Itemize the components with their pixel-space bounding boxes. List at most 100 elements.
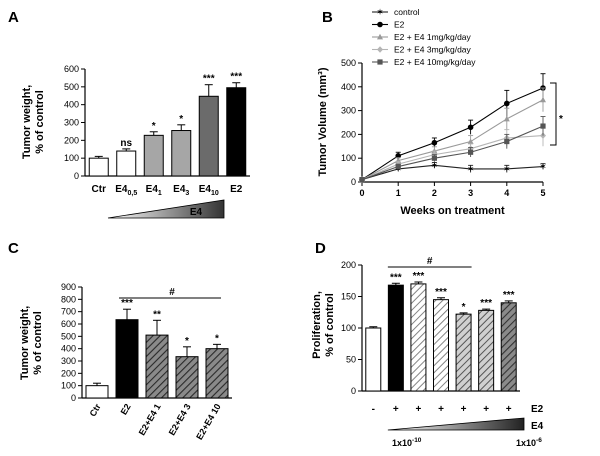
- c-y-tick-label: 600: [61, 319, 76, 329]
- b-data-point: [504, 138, 510, 145]
- b-data-point: ✶: [503, 164, 511, 174]
- d-significance-label: ***: [390, 272, 402, 283]
- a-bar: [88, 157, 109, 177]
- a-significance-label: ns: [120, 138, 132, 149]
- c-y-tick-label: 400: [61, 344, 76, 354]
- d-e2-row-sign: +: [416, 404, 422, 415]
- b-x-tick-label: 1: [396, 188, 401, 198]
- d-significance-label: ***: [503, 290, 515, 301]
- c-significance-label: *: [185, 336, 189, 347]
- b-data-point: [504, 100, 510, 107]
- d-bracket-label: #: [427, 256, 433, 267]
- c-category-label: E2+E4 1: [137, 402, 163, 437]
- d-bar: [455, 313, 472, 392]
- c-bar: [145, 334, 169, 399]
- b-data-point: ✶: [431, 160, 439, 170]
- a-bar: [171, 130, 192, 177]
- d-significance-label: *: [462, 302, 466, 313]
- c-y-tick-label: 800: [61, 294, 76, 304]
- c-y-tick-label: 700: [61, 307, 76, 317]
- a-bar: [226, 87, 247, 177]
- d-e2-row-sign: +: [438, 404, 444, 415]
- b-legend-marker: [377, 21, 383, 28]
- b-legend-marker: [377, 46, 383, 53]
- b-significance-bracket: [550, 82, 557, 146]
- a-y-tick-label: 200: [64, 135, 79, 145]
- b-y-tick-label: 300: [341, 106, 356, 116]
- d-e2-row-sign: +: [461, 404, 467, 415]
- d-y-tick-label: 150: [341, 292, 356, 302]
- b-data-point: [395, 153, 402, 159]
- d-e4-min-label: 1x10-10: [392, 437, 422, 448]
- c-y-tick-label: 900: [61, 282, 76, 292]
- b-legend-marker: ✶: [376, 7, 384, 17]
- b-series-line: [361, 125, 544, 181]
- c-bar: [175, 356, 199, 399]
- d-significance-label: ***: [413, 271, 425, 282]
- chart-panel-a: Tumor weight,% of control 0 100 200 300 400 50…: [21, 64, 250, 219]
- d-e2-row-sign: +: [393, 404, 399, 415]
- c-bar: [115, 319, 139, 399]
- chart-panel-b: Tumor Volume (mm³) 0 100 200 300 400 500 0 1 2 3 4 5…: [317, 7, 563, 217]
- d-bar: [410, 283, 427, 392]
- d-bar: [433, 299, 449, 392]
- a-category-label: E410: [199, 184, 219, 197]
- b-data-point: ✶: [467, 164, 475, 174]
- b-legend-marker: [377, 33, 383, 40]
- b-x-axis-label: Weeks on treatment: [400, 205, 505, 217]
- b-legend-label: control: [394, 7, 420, 17]
- b-series-line: [361, 87, 544, 181]
- b-data-point: [540, 96, 546, 103]
- c-category-label: E2: [119, 402, 133, 417]
- a-y-tick-label: 100: [64, 153, 79, 163]
- d-significance-label: ***: [480, 298, 492, 309]
- d-y-axis-label: Proliferation,% of control: [311, 291, 336, 359]
- c-significance-label: *: [215, 333, 219, 344]
- d-e2-row-sign: +: [506, 404, 512, 415]
- a-category-label: E40,5: [115, 184, 137, 197]
- b-y-tick-label: 200: [341, 129, 356, 139]
- a-gradient-label: E4: [190, 207, 203, 218]
- c-significance-label: **: [153, 309, 161, 320]
- b-data-point: ✶: [539, 162, 547, 172]
- d-e4-row-label: E4: [531, 421, 544, 432]
- c-category-label: E2+E4 10: [194, 402, 223, 441]
- a-y-axis-label: Tumor weight,% of control: [21, 85, 46, 159]
- d-y-tick-label: 100: [341, 323, 356, 333]
- b-legend-label: E2 + E4 3mg/kg/day: [394, 45, 472, 55]
- c-category-label: Ctr: [88, 402, 103, 419]
- b-legend-marker: [377, 59, 383, 65]
- d-y-tick-label: 200: [341, 260, 356, 270]
- b-y-tick-label: 500: [341, 58, 356, 68]
- a-category-label: E2: [230, 184, 243, 195]
- d-bar: [387, 284, 404, 392]
- b-data-point: [467, 124, 474, 131]
- d-e2-row-label: E2: [531, 404, 544, 415]
- panel-label-c: C: [8, 240, 19, 257]
- a-y-tick-label: 500: [64, 82, 79, 92]
- chart-panel-c: Tumor weight,% of control 0 100 200 300 400 50…: [19, 282, 232, 441]
- d-e4-max-label: 1x10-6: [516, 437, 542, 448]
- b-data-point: [468, 149, 474, 155]
- a-category-label: E41: [146, 184, 162, 197]
- c-bracket-label: #: [169, 287, 175, 298]
- a-significance-label: *: [179, 114, 183, 125]
- a-category-label: Ctr: [92, 184, 107, 195]
- a-significance-label: ***: [230, 72, 242, 83]
- b-significance-label: *: [559, 114, 563, 125]
- c-y-tick-label: 0: [71, 393, 76, 403]
- d-bar: [478, 309, 495, 392]
- d-bar: [365, 327, 382, 392]
- a-significance-label: ***: [203, 74, 215, 85]
- b-data-point: [431, 155, 437, 161]
- panel-label-d: D: [315, 240, 326, 257]
- b-data-point: [540, 123, 546, 129]
- b-x-tick-label: 2: [432, 188, 437, 198]
- b-legend-label: E2: [394, 20, 405, 30]
- a-category-label: E43: [173, 184, 189, 197]
- a-y-tick-label: 0: [74, 171, 79, 181]
- b-data-point: [359, 177, 365, 183]
- a-bar: [198, 95, 219, 177]
- d-dose-gradient-wedge: [387, 417, 525, 431]
